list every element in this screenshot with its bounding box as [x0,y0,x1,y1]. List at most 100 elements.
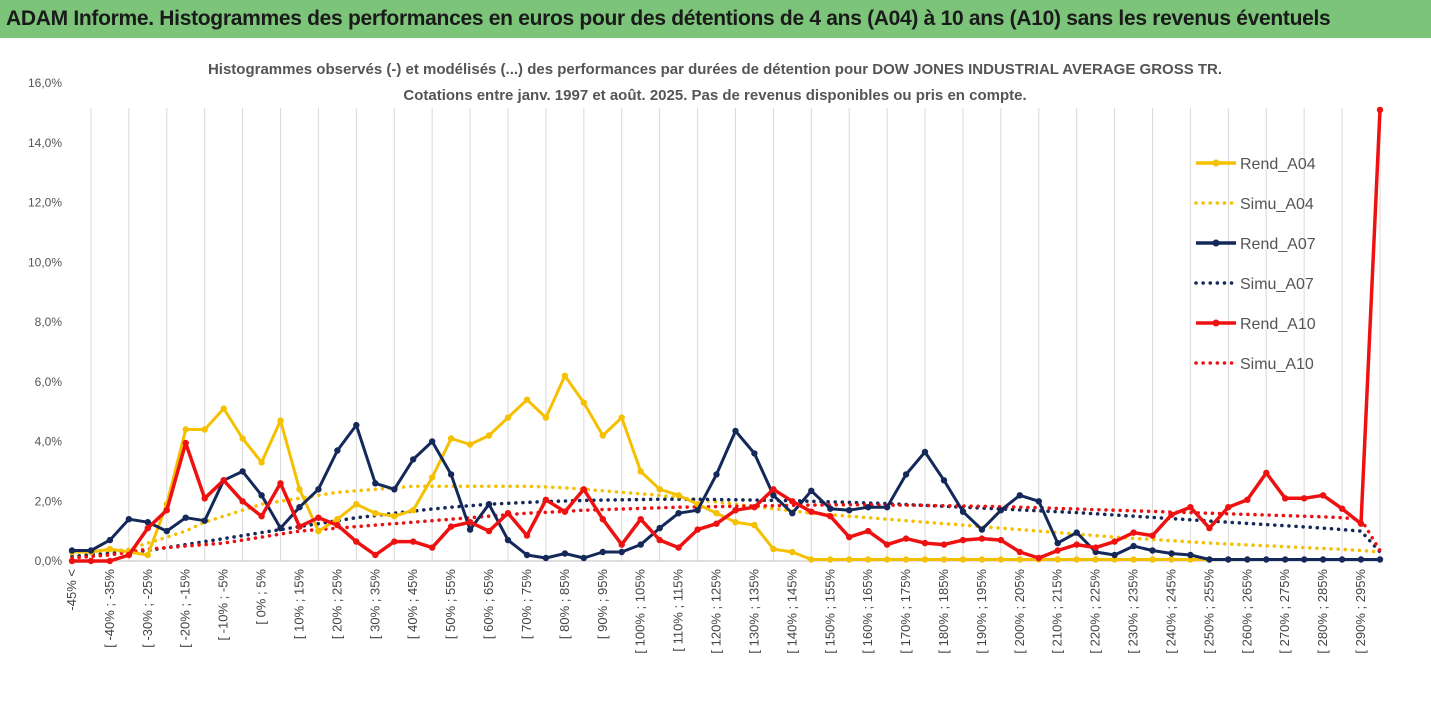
data-point [334,516,341,523]
data-point [637,468,644,475]
data-point [1111,556,1118,563]
data-point [429,474,436,481]
x-tick-label: [ 270% ; 275% [1277,569,1292,654]
data-point [296,523,303,530]
report-title: ADAM Informe. Histogrammes des performan… [6,7,1331,30]
data-point [353,421,360,429]
data-point [466,526,474,533]
data-point [277,524,284,532]
x-tick-label: [ 30% ; 35% [367,569,382,640]
x-tick-label: [ 290% ; 295% [1353,569,1368,654]
x-tick-label: [ 50% ; 55% [443,569,458,640]
data-point [372,551,379,559]
data-point [466,519,474,526]
data-point [580,486,587,493]
data-point [1035,498,1043,505]
y-tick-label: 10,0% [28,255,62,269]
data-point [429,438,436,445]
data-point [978,535,986,542]
y-tick-label: 16,0% [28,76,62,90]
data-point [542,496,550,503]
data-point [770,545,777,553]
data-point [1054,556,1061,563]
data-point [978,556,986,563]
data-point [713,471,720,478]
y-tick-label: 2,0% [35,494,63,508]
x-tick-label: [ 10% ; 15% [291,569,306,640]
data-point [1073,529,1080,536]
x-tick-label: [ 0% ; 5% [254,569,269,625]
data-point [504,536,512,544]
legend-marker [1212,319,1220,327]
data-point [921,556,929,563]
data-point [902,471,910,478]
data-point [561,372,569,379]
data-point [732,427,739,435]
data-point [1149,532,1156,539]
data-point [1073,541,1080,548]
data-point [1338,505,1346,512]
x-tick-label: [ 180% ; 185% [936,569,951,654]
data-point [182,439,189,447]
x-tick-label: [ 90% ; 95% [595,569,610,640]
x-tick-label: [ 150% ; 155% [822,569,837,654]
data-point [144,551,151,559]
x-tick-label: [ 110% ; 115% [671,569,686,652]
x-tick-label: [ 60% ; 65% [481,569,496,640]
data-point [921,448,929,456]
data-point [675,492,682,499]
data-point [1130,556,1137,563]
data-point [258,513,265,520]
data-point [770,492,777,499]
legend-label: Rend_A10 [1240,316,1316,333]
data-point [959,536,967,544]
data-point [1130,529,1137,536]
data-point [239,498,246,505]
data-point [1263,556,1270,563]
data-point [391,538,398,545]
data-point [732,507,739,514]
data-point [485,501,493,508]
data-point [1357,520,1365,527]
data-point [201,517,208,524]
data-point [68,547,76,554]
x-tick-label: [ 170% ; 175% [898,569,913,654]
data-point [1168,556,1175,563]
data-point [1111,538,1118,545]
data-point [808,556,815,563]
data-point [201,495,208,502]
data-point [68,557,76,565]
data-point [1225,504,1232,511]
series-line-rend_a07 [72,423,1380,561]
chart-title: Histogrammes observés (-) et modélisés (… [208,61,1222,78]
x-tick-label: [ 220% ; 225% [1088,569,1103,654]
data-point [201,426,208,433]
data-point [1187,556,1194,563]
legend-marker [1212,239,1220,247]
data-point [827,505,834,512]
x-tick-label: [ 20% ; 25% [329,569,344,640]
data-point [1016,492,1023,499]
data-point [372,510,379,517]
data-point [921,539,929,547]
legend-label: Rend_A07 [1240,236,1316,253]
legend-marker [1212,159,1220,167]
data-point [694,507,701,514]
x-tick-label: [ -30% ; -25% [140,569,155,648]
data-point [827,513,834,520]
data-point [675,544,682,551]
legend-label: Simu_A10 [1240,356,1314,373]
data-point [1111,551,1118,559]
y-tick-label: 8,0% [35,315,63,329]
data-point [1244,496,1251,503]
data-point [258,492,265,499]
data-point [277,480,284,487]
data-point [637,541,644,548]
data-point [940,556,948,563]
data-point [1092,556,1099,563]
data-point [504,414,512,421]
series-line-simu_a10 [70,503,1382,560]
data-point [865,504,872,511]
x-tick-label: -45% < [64,569,79,611]
data-point [902,556,910,563]
